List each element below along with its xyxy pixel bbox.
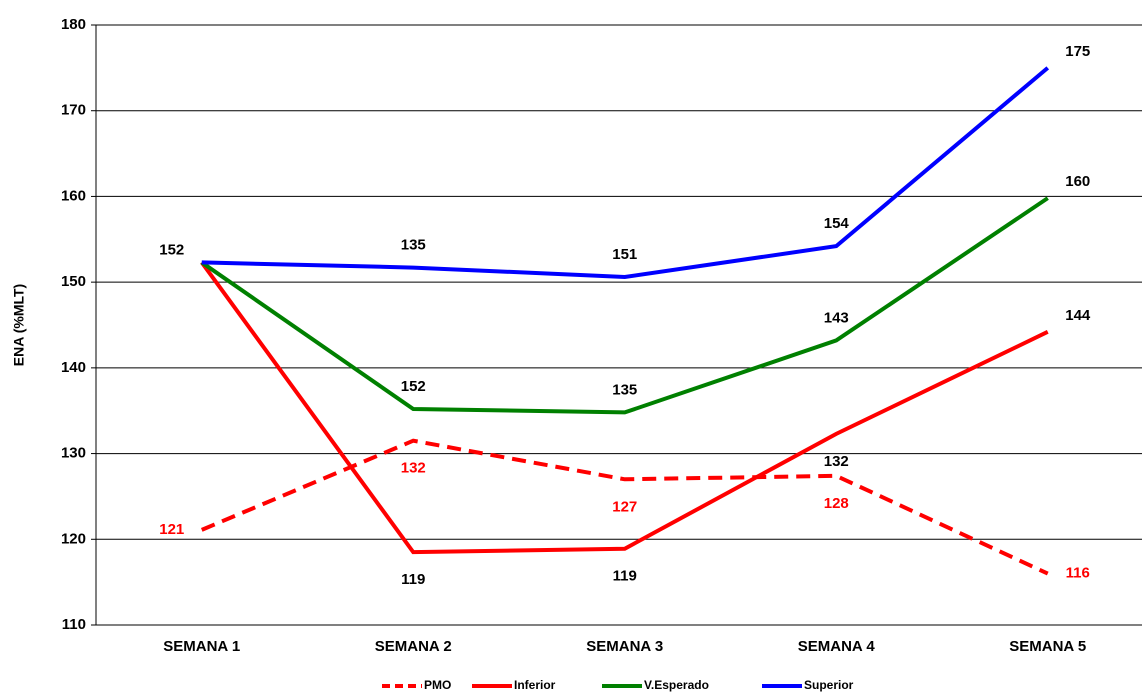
y-tick-label: 140 — [61, 359, 86, 376]
data-label: 160 — [1065, 173, 1090, 190]
data-label: 135 — [401, 237, 426, 254]
x-tick-label: SEMANA 1 — [163, 638, 240, 655]
legend-label: V.Esperado — [644, 678, 709, 692]
y-tick-label: 180 — [61, 16, 86, 33]
series-line — [200, 196, 1049, 415]
data-label: 143 — [824, 309, 849, 326]
x-tick-label: SEMANA 5 — [1009, 638, 1086, 655]
series-line — [201, 66, 1050, 280]
legend-label: Superior — [804, 678, 854, 692]
data-label: 152 — [159, 241, 184, 258]
data-label: 152 — [401, 378, 426, 395]
data-label: 135 — [612, 381, 637, 398]
x-tick-label: SEMANA 2 — [375, 638, 452, 655]
x-tick-label: SEMANA 4 — [798, 638, 876, 655]
data-label: 132 — [824, 453, 849, 470]
data-label: 128 — [824, 495, 849, 512]
series-line — [200, 438, 1049, 576]
data-label: 175 — [1065, 43, 1090, 60]
x-tick-label: SEMANA 3 — [586, 638, 663, 655]
y-tick-label: 160 — [61, 187, 86, 204]
data-label: 151 — [612, 246, 637, 263]
data-label: 116 — [1066, 565, 1090, 582]
y-tick-label: 120 — [61, 530, 86, 547]
data-label: 127 — [612, 498, 637, 515]
data-label: 132 — [401, 460, 426, 477]
y-tick-label: 170 — [61, 102, 86, 119]
series-line — [200, 261, 1049, 555]
legend-label: Inferior — [514, 678, 556, 692]
y-tick-label: 110 — [62, 616, 86, 633]
data-label: 154 — [824, 215, 850, 232]
y-tick-label: 130 — [61, 445, 86, 462]
data-label: 119 — [613, 568, 637, 585]
data-label: 119 — [401, 571, 425, 588]
legend-label: PMO — [424, 678, 451, 692]
data-label: 144 — [1065, 307, 1091, 324]
data-label: 121 — [159, 521, 184, 538]
y-axis-label: ENA (%MLT) — [11, 284, 27, 366]
y-tick-label: 150 — [61, 273, 86, 290]
